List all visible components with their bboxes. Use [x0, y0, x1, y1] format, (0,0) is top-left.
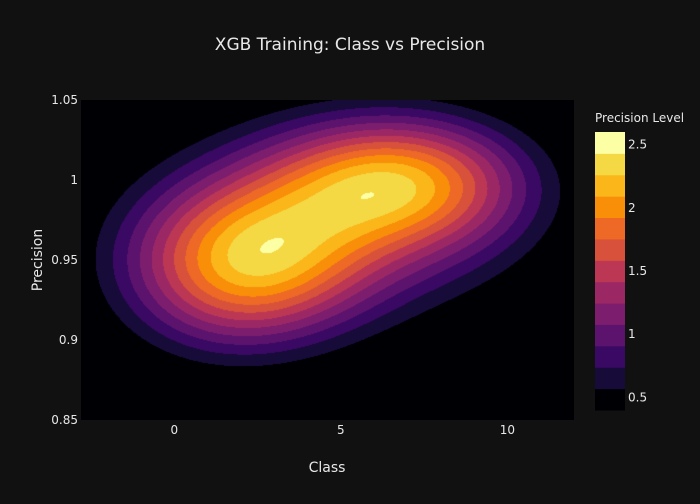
y-tick-label: 1.05 — [51, 93, 78, 107]
x-axis-ticks: 0 5 10 — [170, 423, 515, 437]
y-axis-title: Precision — [30, 229, 46, 291]
colorbar-swatch — [595, 367, 625, 390]
chart-title: XGB Training: Class vs Precision — [215, 35, 485, 55]
colorbar-swatch — [595, 324, 625, 347]
colorbar-swatch — [595, 196, 625, 219]
colorbar-tick-label: 0.5 — [628, 390, 647, 404]
y-tick-label: 1 — [70, 173, 78, 187]
colorbar-swatch — [595, 174, 625, 197]
plot-area[interactable] — [81, 100, 574, 420]
colorbar-swatch — [595, 132, 625, 154]
y-tick-label: 0.95 — [51, 253, 78, 267]
colorbar-swatch — [595, 281, 625, 304]
colorbar-swatch — [595, 217, 625, 240]
colorbar-swatch — [595, 153, 625, 176]
contour-fill — [81, 100, 574, 420]
x-tick-label: 5 — [337, 423, 345, 437]
colorbar-swatch — [595, 345, 625, 368]
y-tick-label: 0.85 — [51, 413, 78, 427]
colorbar-tick-label: 1.5 — [628, 264, 647, 278]
x-tick-label: 10 — [500, 423, 515, 437]
colorbar-tick-label: 1 — [628, 327, 636, 341]
colorbar: 0.5 1 1.5 2 2.5 — [595, 132, 647, 411]
x-axis-title: Class — [309, 460, 346, 476]
colorbar-title: Precision Level — [595, 111, 684, 125]
colorbar-tick-label: 2 — [628, 201, 636, 215]
colorbar-tick-label: 2.5 — [628, 138, 647, 152]
colorbar-swatch — [595, 303, 625, 325]
colorbar-swatch — [595, 260, 625, 283]
y-tick-label: 0.9 — [59, 333, 78, 347]
colorbar-swatch — [595, 238, 625, 261]
colorbar-swatch — [595, 388, 625, 411]
y-axis-ticks: 0.85 0.9 0.95 1 1.05 — [51, 93, 78, 427]
x-tick-label: 0 — [170, 423, 178, 437]
